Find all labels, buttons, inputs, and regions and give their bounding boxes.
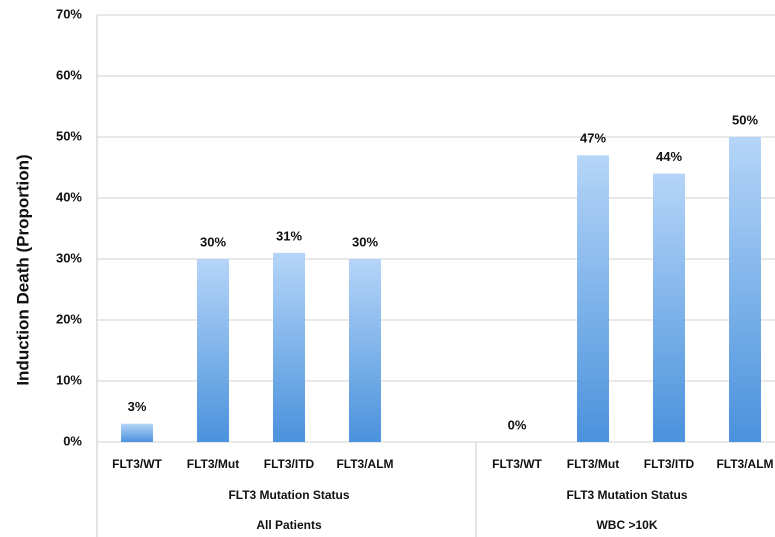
x-tick-label: FLT3/WT <box>492 457 542 471</box>
group-title: All Patients <box>256 518 322 532</box>
value-label: 44% <box>656 149 682 164</box>
bar <box>729 137 761 442</box>
x-tick-label: FLT3/Mut <box>187 457 239 471</box>
x-tick-label: FLT3/ALM <box>336 457 393 471</box>
x-tick-label: FLT3/ALM <box>716 457 773 471</box>
x-tick-label: FLT3/Mut <box>567 457 619 471</box>
y-tick-label: 50% <box>56 128 82 143</box>
value-label: 50% <box>732 112 758 127</box>
group-title: WBC >10K <box>596 518 657 532</box>
bar <box>653 173 685 442</box>
x-tick-label: FLT3/WT <box>112 457 162 471</box>
bar <box>349 259 381 442</box>
bar <box>273 252 305 442</box>
x-axis-title: FLT3 Mutation Status <box>566 488 687 502</box>
value-label: 30% <box>200 234 226 249</box>
value-label: 0% <box>508 417 527 432</box>
y-tick-label: 10% <box>56 372 82 387</box>
x-tick-label: FLT3/ITD <box>264 457 315 471</box>
x-axis-title: FLT3 Mutation Status <box>228 488 349 502</box>
x-tick-label: FLT3/ITD <box>644 457 695 471</box>
y-tick-label: 0% <box>63 433 82 448</box>
bar <box>121 423 153 442</box>
value-label: 47% <box>580 131 606 146</box>
value-label: 31% <box>276 228 302 243</box>
value-label: 3% <box>128 399 147 414</box>
y-tick-label: 40% <box>56 189 82 204</box>
value-label: 30% <box>352 234 378 249</box>
y-tick-label: 70% <box>56 6 82 21</box>
y-axis-title: Induction Death (Proportion) <box>13 154 32 385</box>
y-tick-label: 30% <box>56 250 82 265</box>
bar <box>577 155 609 443</box>
y-tick-label: 20% <box>56 311 82 326</box>
bar <box>197 259 229 442</box>
y-tick-label: 60% <box>56 67 82 82</box>
